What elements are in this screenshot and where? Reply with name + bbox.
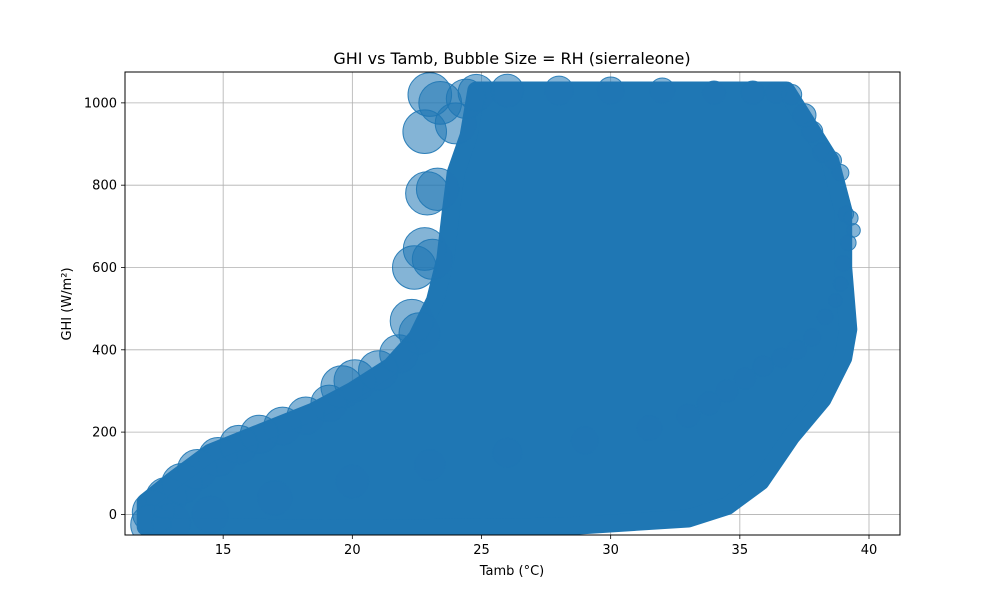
- scatter-bubble: [457, 73, 495, 112]
- scatter-bubble: [701, 80, 727, 105]
- y-tick-label: 400: [92, 343, 117, 358]
- x-axis-label: Tamb (°C): [479, 564, 545, 579]
- scatter-bubble: [490, 73, 525, 108]
- scatter-bubble: [786, 339, 807, 360]
- scatter-bubble: [803, 328, 822, 347]
- scatter-bubble: [676, 403, 701, 428]
- scatter-bubble: [649, 77, 676, 104]
- scatter-bubble: [816, 308, 834, 326]
- scatter-bubble: [398, 312, 441, 355]
- scatter-bubble: [843, 210, 859, 226]
- scatter-bubble: [780, 83, 803, 106]
- x-tick-label: 30: [602, 543, 619, 558]
- x-tick-label: 15: [215, 543, 232, 558]
- y-axis-label: GHI (W/m²): [60, 267, 75, 340]
- chart-title: GHI vs Tamb, Bubble Size = RH (sierraleo…: [333, 49, 690, 68]
- x-tick-label: 25: [473, 543, 490, 558]
- scatter-bubble: [414, 449, 446, 481]
- data-layer: [130, 72, 861, 535]
- x-tick-label: 40: [861, 543, 878, 558]
- scatter-bubble: [715, 379, 739, 403]
- y-tick-label: 600: [92, 261, 117, 276]
- y-tick-label: 200: [92, 426, 117, 441]
- scatter-bubble: [596, 76, 625, 105]
- scatter-bubble: [415, 167, 460, 212]
- scatter-bubble: [831, 164, 850, 182]
- scatter-bubble: [492, 437, 523, 468]
- plot-frame: [124, 71, 901, 536]
- y-tick-label: 800: [92, 179, 117, 194]
- x-tick-label: 35: [732, 543, 749, 558]
- scatter-bubble: [411, 238, 453, 280]
- scatter-bubble: [544, 75, 574, 106]
- scatter-bubble: [832, 276, 849, 292]
- scatter-bubble: [828, 293, 843, 308]
- y-tick-label: 1000: [84, 96, 117, 111]
- scatter-bubble: [636, 415, 663, 441]
- scatter-bubble: [771, 347, 792, 369]
- scatter-bubble: [740, 80, 765, 105]
- scatter-bubble: [733, 367, 757, 390]
- scatter-bubble: [752, 355, 774, 377]
- scatter-bubble: [570, 426, 599, 455]
- scatter-bubble: [257, 480, 293, 516]
- scatter-bubble: [696, 391, 721, 416]
- scatter-bubble: [191, 495, 230, 534]
- scatter-bubble: [130, 504, 172, 535]
- scatter-bubble: [840, 234, 857, 252]
- scatter-bubble: [335, 464, 370, 499]
- scatter-bubble: [801, 120, 824, 143]
- x-tick-label: 20: [344, 543, 361, 558]
- scatter-bubble: [834, 255, 852, 272]
- y-tick-label: 0: [109, 508, 117, 523]
